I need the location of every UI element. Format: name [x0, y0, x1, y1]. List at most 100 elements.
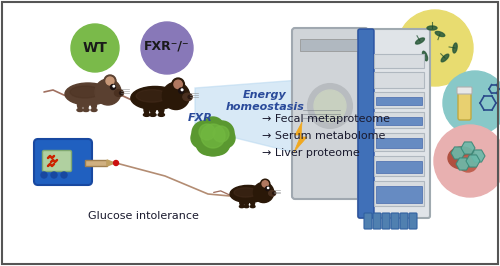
- Circle shape: [192, 121, 216, 145]
- Ellipse shape: [230, 185, 266, 203]
- Polygon shape: [451, 147, 465, 159]
- Ellipse shape: [91, 109, 97, 111]
- Ellipse shape: [453, 43, 457, 53]
- FancyBboxPatch shape: [374, 54, 424, 68]
- Circle shape: [260, 179, 270, 189]
- Circle shape: [188, 95, 191, 98]
- Circle shape: [114, 160, 118, 165]
- Ellipse shape: [84, 101, 88, 109]
- Circle shape: [178, 88, 184, 93]
- Polygon shape: [294, 122, 307, 152]
- FancyBboxPatch shape: [34, 139, 92, 185]
- Ellipse shape: [422, 51, 428, 61]
- Circle shape: [443, 71, 500, 135]
- Circle shape: [213, 126, 229, 142]
- Circle shape: [201, 124, 225, 148]
- Circle shape: [71, 24, 119, 72]
- Circle shape: [199, 124, 215, 140]
- Ellipse shape: [441, 54, 449, 62]
- Polygon shape: [466, 155, 480, 167]
- Circle shape: [262, 181, 268, 187]
- Text: → Liver proteome: → Liver proteome: [262, 148, 360, 158]
- Circle shape: [113, 85, 114, 87]
- Ellipse shape: [114, 89, 124, 97]
- Ellipse shape: [250, 200, 254, 206]
- Ellipse shape: [144, 105, 149, 114]
- FancyBboxPatch shape: [42, 151, 71, 172]
- Ellipse shape: [136, 90, 168, 102]
- FancyBboxPatch shape: [400, 213, 408, 229]
- FancyBboxPatch shape: [391, 213, 399, 229]
- FancyBboxPatch shape: [376, 161, 422, 173]
- Circle shape: [95, 79, 121, 105]
- Ellipse shape: [448, 147, 476, 169]
- Text: Energy
homeostasis: Energy homeostasis: [226, 90, 304, 112]
- Ellipse shape: [459, 156, 477, 172]
- Circle shape: [172, 78, 184, 91]
- Ellipse shape: [244, 200, 248, 206]
- Ellipse shape: [83, 109, 89, 111]
- Text: → Serum metabolome: → Serum metabolome: [262, 131, 386, 141]
- Ellipse shape: [240, 205, 244, 208]
- Circle shape: [196, 131, 220, 155]
- Circle shape: [181, 89, 183, 91]
- Text: Glucose intolerance: Glucose intolerance: [88, 211, 198, 221]
- Circle shape: [104, 75, 116, 87]
- Polygon shape: [461, 142, 475, 154]
- FancyBboxPatch shape: [376, 186, 422, 203]
- Ellipse shape: [158, 113, 164, 117]
- Circle shape: [174, 80, 182, 89]
- FancyBboxPatch shape: [358, 29, 374, 218]
- FancyBboxPatch shape: [374, 133, 424, 151]
- Ellipse shape: [240, 200, 244, 206]
- FancyBboxPatch shape: [374, 156, 424, 176]
- Ellipse shape: [150, 105, 156, 114]
- Circle shape: [215, 128, 235, 148]
- Circle shape: [206, 131, 230, 155]
- Ellipse shape: [92, 101, 96, 109]
- Polygon shape: [456, 158, 470, 170]
- FancyBboxPatch shape: [382, 213, 390, 229]
- Circle shape: [210, 121, 234, 145]
- FancyBboxPatch shape: [292, 28, 368, 199]
- Text: WT: WT: [82, 41, 108, 55]
- Circle shape: [51, 172, 57, 178]
- Ellipse shape: [78, 101, 82, 109]
- FancyBboxPatch shape: [374, 72, 424, 88]
- Circle shape: [61, 172, 67, 178]
- Text: FXR⁻/⁻: FXR⁻/⁻: [144, 39, 190, 52]
- FancyBboxPatch shape: [409, 213, 417, 229]
- Circle shape: [397, 10, 473, 86]
- Circle shape: [106, 77, 114, 85]
- Circle shape: [266, 186, 270, 190]
- Circle shape: [191, 128, 211, 148]
- FancyBboxPatch shape: [457, 87, 472, 94]
- Ellipse shape: [77, 109, 83, 111]
- Circle shape: [162, 82, 190, 110]
- FancyBboxPatch shape: [374, 181, 424, 206]
- Polygon shape: [195, 70, 430, 186]
- FancyBboxPatch shape: [374, 92, 424, 108]
- Ellipse shape: [150, 113, 156, 117]
- Polygon shape: [471, 150, 485, 162]
- Ellipse shape: [131, 86, 179, 110]
- Ellipse shape: [70, 86, 100, 98]
- FancyBboxPatch shape: [374, 112, 424, 128]
- Ellipse shape: [244, 205, 249, 208]
- FancyBboxPatch shape: [364, 213, 372, 229]
- Ellipse shape: [183, 93, 192, 101]
- Circle shape: [314, 90, 346, 122]
- Ellipse shape: [144, 113, 150, 117]
- Polygon shape: [107, 160, 115, 166]
- Text: → Fecal metaproteome: → Fecal metaproteome: [262, 114, 390, 124]
- Circle shape: [110, 85, 116, 89]
- Circle shape: [41, 172, 47, 178]
- Ellipse shape: [427, 26, 437, 30]
- FancyBboxPatch shape: [373, 213, 381, 229]
- FancyBboxPatch shape: [300, 39, 358, 51]
- Circle shape: [195, 120, 231, 156]
- Circle shape: [434, 125, 500, 197]
- Circle shape: [254, 182, 274, 203]
- Ellipse shape: [234, 188, 258, 197]
- Ellipse shape: [158, 105, 164, 114]
